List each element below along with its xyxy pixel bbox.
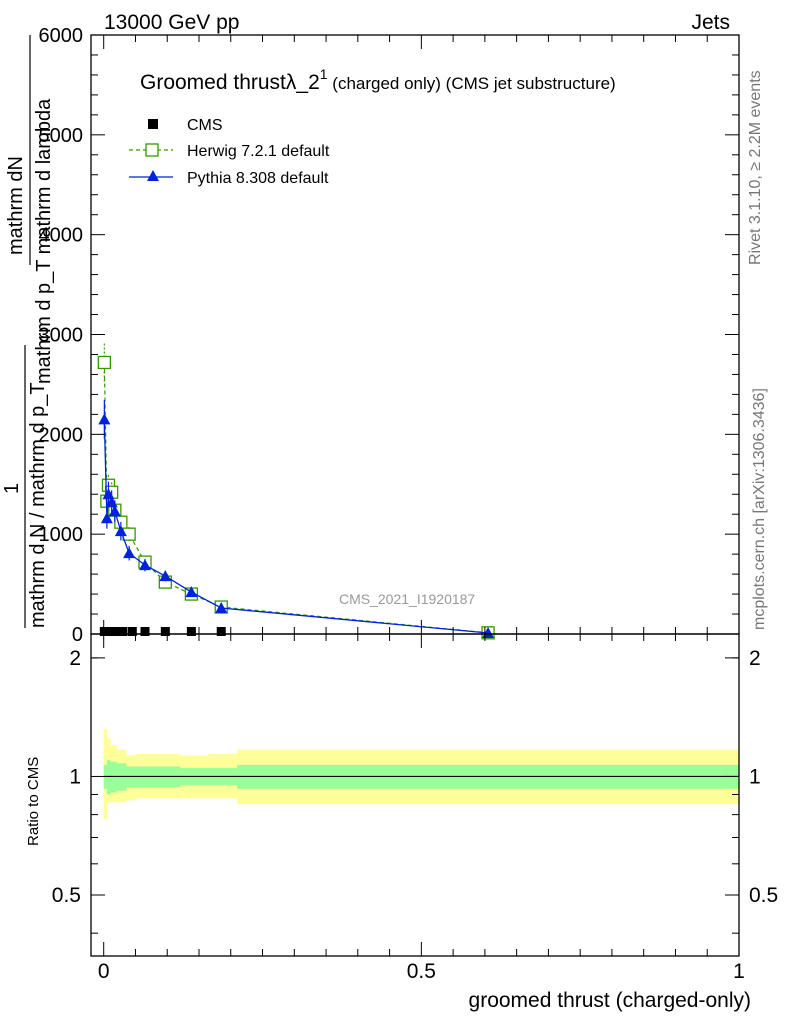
ylabel-denominator: mathrm d p_T mathrm d lambda: [33, 98, 55, 384]
main-ytick-label: 6000: [39, 25, 84, 47]
process-label: Jets: [691, 11, 730, 34]
pythia-point: [215, 602, 228, 614]
legend-herwig-label: Herwig 7.2.1 default: [187, 143, 330, 160]
main-y-axis-label: mathrm dN mathrm d p_T mathrm d lambda 1…: [1, 35, 55, 628]
pythia-point: [108, 505, 121, 517]
ratio-band-inner: [106, 760, 111, 795]
pythia-point: [185, 586, 198, 598]
legend: CMS Herwig 7.2.1 default Pythia 8.308 de…: [129, 117, 330, 187]
legend-cms-label: CMS: [187, 117, 223, 134]
herwig-point: [97, 355, 111, 370]
main-ytick-label: 5000: [39, 125, 84, 147]
main-ytick-label: 1000: [39, 524, 84, 546]
ratio-ytick-label-left: 0.5: [52, 884, 81, 907]
ylabel-factor-denominator: mathrm d N / mathrm d p_T: [27, 382, 49, 628]
xtick-label: 0.5: [407, 960, 436, 983]
ratio-marks: [103, 728, 740, 819]
main-ticks: 0 1000 2000 3000 4000 5000 6000: [39, 25, 740, 646]
ylabel-numerator: mathrm dN: [5, 156, 27, 255]
ratio-y-axis-label: Ratio to CMS: [25, 757, 42, 846]
pythia-point: [123, 547, 136, 559]
pythia-point: [114, 525, 127, 537]
ratio-band-inner: [110, 761, 117, 793]
ratio-frame: [90, 633, 740, 957]
xtick-label: 1: [733, 960, 745, 983]
pythia-point: [159, 570, 172, 582]
mcplots-label: mcplots.cern.ch [arXiv:1306.3436]: [751, 388, 768, 630]
legend-herwig-marker: [145, 143, 159, 157]
pythia-point: [98, 413, 111, 425]
ratio-ytick-label-right: 0.5: [749, 884, 778, 907]
legend-cms-marker: [148, 119, 158, 129]
main-ytick-label: 3000: [39, 325, 84, 347]
pythia-point: [139, 559, 151, 571]
x-axis-label: groomed thrust (charged-only): [469, 989, 751, 1012]
xtick-label: 0: [98, 960, 110, 983]
ylabel-factor-numerator: 1: [1, 483, 23, 494]
cms-point: [186, 627, 196, 637]
main-marks: [97, 343, 495, 640]
legend-pythia-label: Pythia 8.308 default: [187, 170, 329, 187]
main-ytick-label: 0: [72, 624, 83, 646]
ratio-ytick-label-right: 2: [749, 647, 761, 670]
cms-point: [160, 627, 170, 637]
main-panel: 0 1000 2000 3000 4000 5000 6000 Groomed thrust…: [1, 25, 740, 646]
title-main: Groomed thrustλ_21 (charged only) (CMS j…: [140, 66, 616, 94]
ratio-ticks: 0 0.5 1 0.5 0.5 1 1 2 2: [52, 634, 778, 983]
cms-point: [127, 627, 137, 637]
main-ytick-label: 2000: [39, 424, 84, 446]
cms-point: [216, 627, 226, 637]
cms-point: [140, 627, 150, 637]
series-filled-triangle: [98, 400, 495, 639]
energy-label: 13000 GeV pp: [104, 11, 239, 34]
cms-point: [118, 627, 128, 637]
analysis-watermark: CMS_2021_I1920187: [339, 591, 475, 607]
pythia-point: [100, 512, 113, 524]
cms-point: [111, 627, 121, 637]
ratio-ytick-label-right: 1: [749, 765, 761, 788]
legend-pythia-marker: [147, 170, 159, 181]
ratio-panel: 0 0.5 1 0.5 0.5 1 1 2 2 Ratio to CMS: [25, 633, 778, 983]
main-ytick-label: 4000: [39, 225, 84, 247]
ratio-ytick-label-left: 1: [69, 765, 81, 788]
rivet-version-label: Rivet 3.1.10, ≥ 2.2M events: [747, 70, 764, 265]
ratio-ytick-label-left: 2: [69, 647, 81, 670]
